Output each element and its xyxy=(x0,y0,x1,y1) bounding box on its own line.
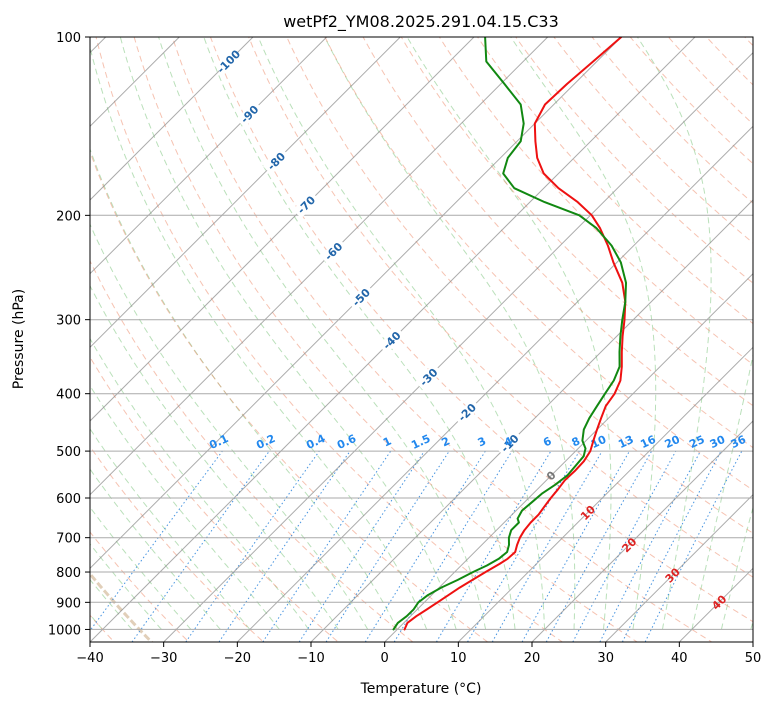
isotherm-line xyxy=(311,37,775,642)
chart-title: wetPf2_YM08.2025.291.04.15.C33 xyxy=(283,12,559,32)
mixing-ratio-label: 2 xyxy=(440,434,452,449)
dry-adiabat xyxy=(53,11,504,654)
moist-adiabat xyxy=(751,24,775,630)
temperature-line xyxy=(405,37,626,629)
y-tick-label: 500 xyxy=(56,445,81,460)
mixing-ratio-line xyxy=(600,451,701,642)
isotherm-line xyxy=(0,37,327,642)
dewpoint-line xyxy=(394,37,627,629)
x-tick-label: −10 xyxy=(297,651,324,666)
isotherm-label: -100 xyxy=(215,47,244,76)
mixing-ratio-label: 30 xyxy=(708,433,728,451)
mixing-ratio-label: 0.4 xyxy=(304,432,327,452)
y-tick-label: 200 xyxy=(56,209,81,224)
moist-adiabat xyxy=(721,24,775,630)
x-tick-label: 50 xyxy=(745,651,762,666)
x-axis-label: Temperature (°C) xyxy=(360,681,482,697)
y-tick-label: 1000 xyxy=(48,623,81,638)
isotherm-line xyxy=(164,37,769,642)
mixing-ratio-line xyxy=(263,451,391,642)
moist-adiabat xyxy=(253,24,545,630)
mixing-ratio-label: 0.2 xyxy=(254,432,277,452)
background-lines xyxy=(0,11,775,654)
x-tick-label: 20 xyxy=(524,651,541,666)
mixing-ratio-label: 16 xyxy=(638,433,658,451)
x-tick-label: 40 xyxy=(671,651,688,666)
dry-adiabat xyxy=(90,11,579,654)
isotherm-line xyxy=(679,37,775,642)
moist-adiabat xyxy=(0,141,279,629)
moist-adiabat xyxy=(5,124,309,630)
mixing-ratio-label: 36 xyxy=(729,433,749,451)
x-tick-label: −30 xyxy=(150,651,177,666)
isotherm-line xyxy=(0,37,400,642)
x-tick-label: 10 xyxy=(450,651,467,666)
dry-adiabat xyxy=(0,11,353,654)
mixing-ratio-line xyxy=(299,451,424,642)
isotherm-line xyxy=(458,37,775,642)
moist-adiabat xyxy=(155,24,486,630)
y-tick-label: 900 xyxy=(56,596,81,611)
dry-adiabat xyxy=(350,11,775,654)
moist-adiabat xyxy=(400,24,611,630)
y-tick-label: 800 xyxy=(56,566,81,581)
mixing-ratio-label: 1.5 xyxy=(409,432,432,452)
dry-adiabat xyxy=(498,11,775,654)
dry-adiabat xyxy=(646,11,775,654)
x-tick-label: 0 xyxy=(381,651,389,666)
y-tick-label: 700 xyxy=(56,532,81,547)
dry-adiabat xyxy=(720,11,775,654)
dry-adiabat xyxy=(757,11,775,654)
mixing-ratio-label: 25 xyxy=(687,433,706,451)
x-tick-label: 30 xyxy=(597,651,614,666)
moist-adiabat xyxy=(43,84,368,630)
line-labels: -100-90-80-70-60-50-40-30-20-10010203040… xyxy=(207,47,748,612)
moist-adiabat xyxy=(629,24,712,630)
dry-adiabat xyxy=(275,11,775,654)
dry-adiabat xyxy=(387,11,775,654)
mixing-ratio-label: 0.1 xyxy=(207,432,230,452)
mixing-ratio-label: 3 xyxy=(476,434,488,449)
mixing-ratio-line xyxy=(219,451,350,642)
mixing-ratio-line xyxy=(326,451,449,642)
mixing-ratio-label: 6 xyxy=(541,434,554,449)
x-tick-label: −40 xyxy=(76,651,103,666)
mixing-ratio-line xyxy=(436,451,551,642)
isotherm-line xyxy=(16,37,621,642)
y-tick-label: 100 xyxy=(56,31,81,46)
y-axis-label: Pressure (hPa) xyxy=(11,289,27,389)
isotherm-line xyxy=(753,37,775,642)
profile-series xyxy=(394,37,627,629)
moist-adiabat xyxy=(692,24,775,630)
mixing-ratio-label: 0.6 xyxy=(335,432,358,452)
x-tick-label: −20 xyxy=(224,651,251,666)
y-tick-label: 400 xyxy=(56,388,81,403)
mixing-ratio-line xyxy=(82,451,223,642)
isotherm-line xyxy=(237,37,775,642)
dry-adiabat xyxy=(424,11,775,654)
y-tick-label: 600 xyxy=(56,492,81,507)
mixing-ratio-line xyxy=(365,451,485,642)
y-tick-label: 300 xyxy=(56,314,81,329)
dry-adiabat xyxy=(609,11,775,654)
dry-adiabat xyxy=(572,11,775,654)
isotherm-line xyxy=(0,37,474,642)
dry-adiabat xyxy=(683,11,775,654)
